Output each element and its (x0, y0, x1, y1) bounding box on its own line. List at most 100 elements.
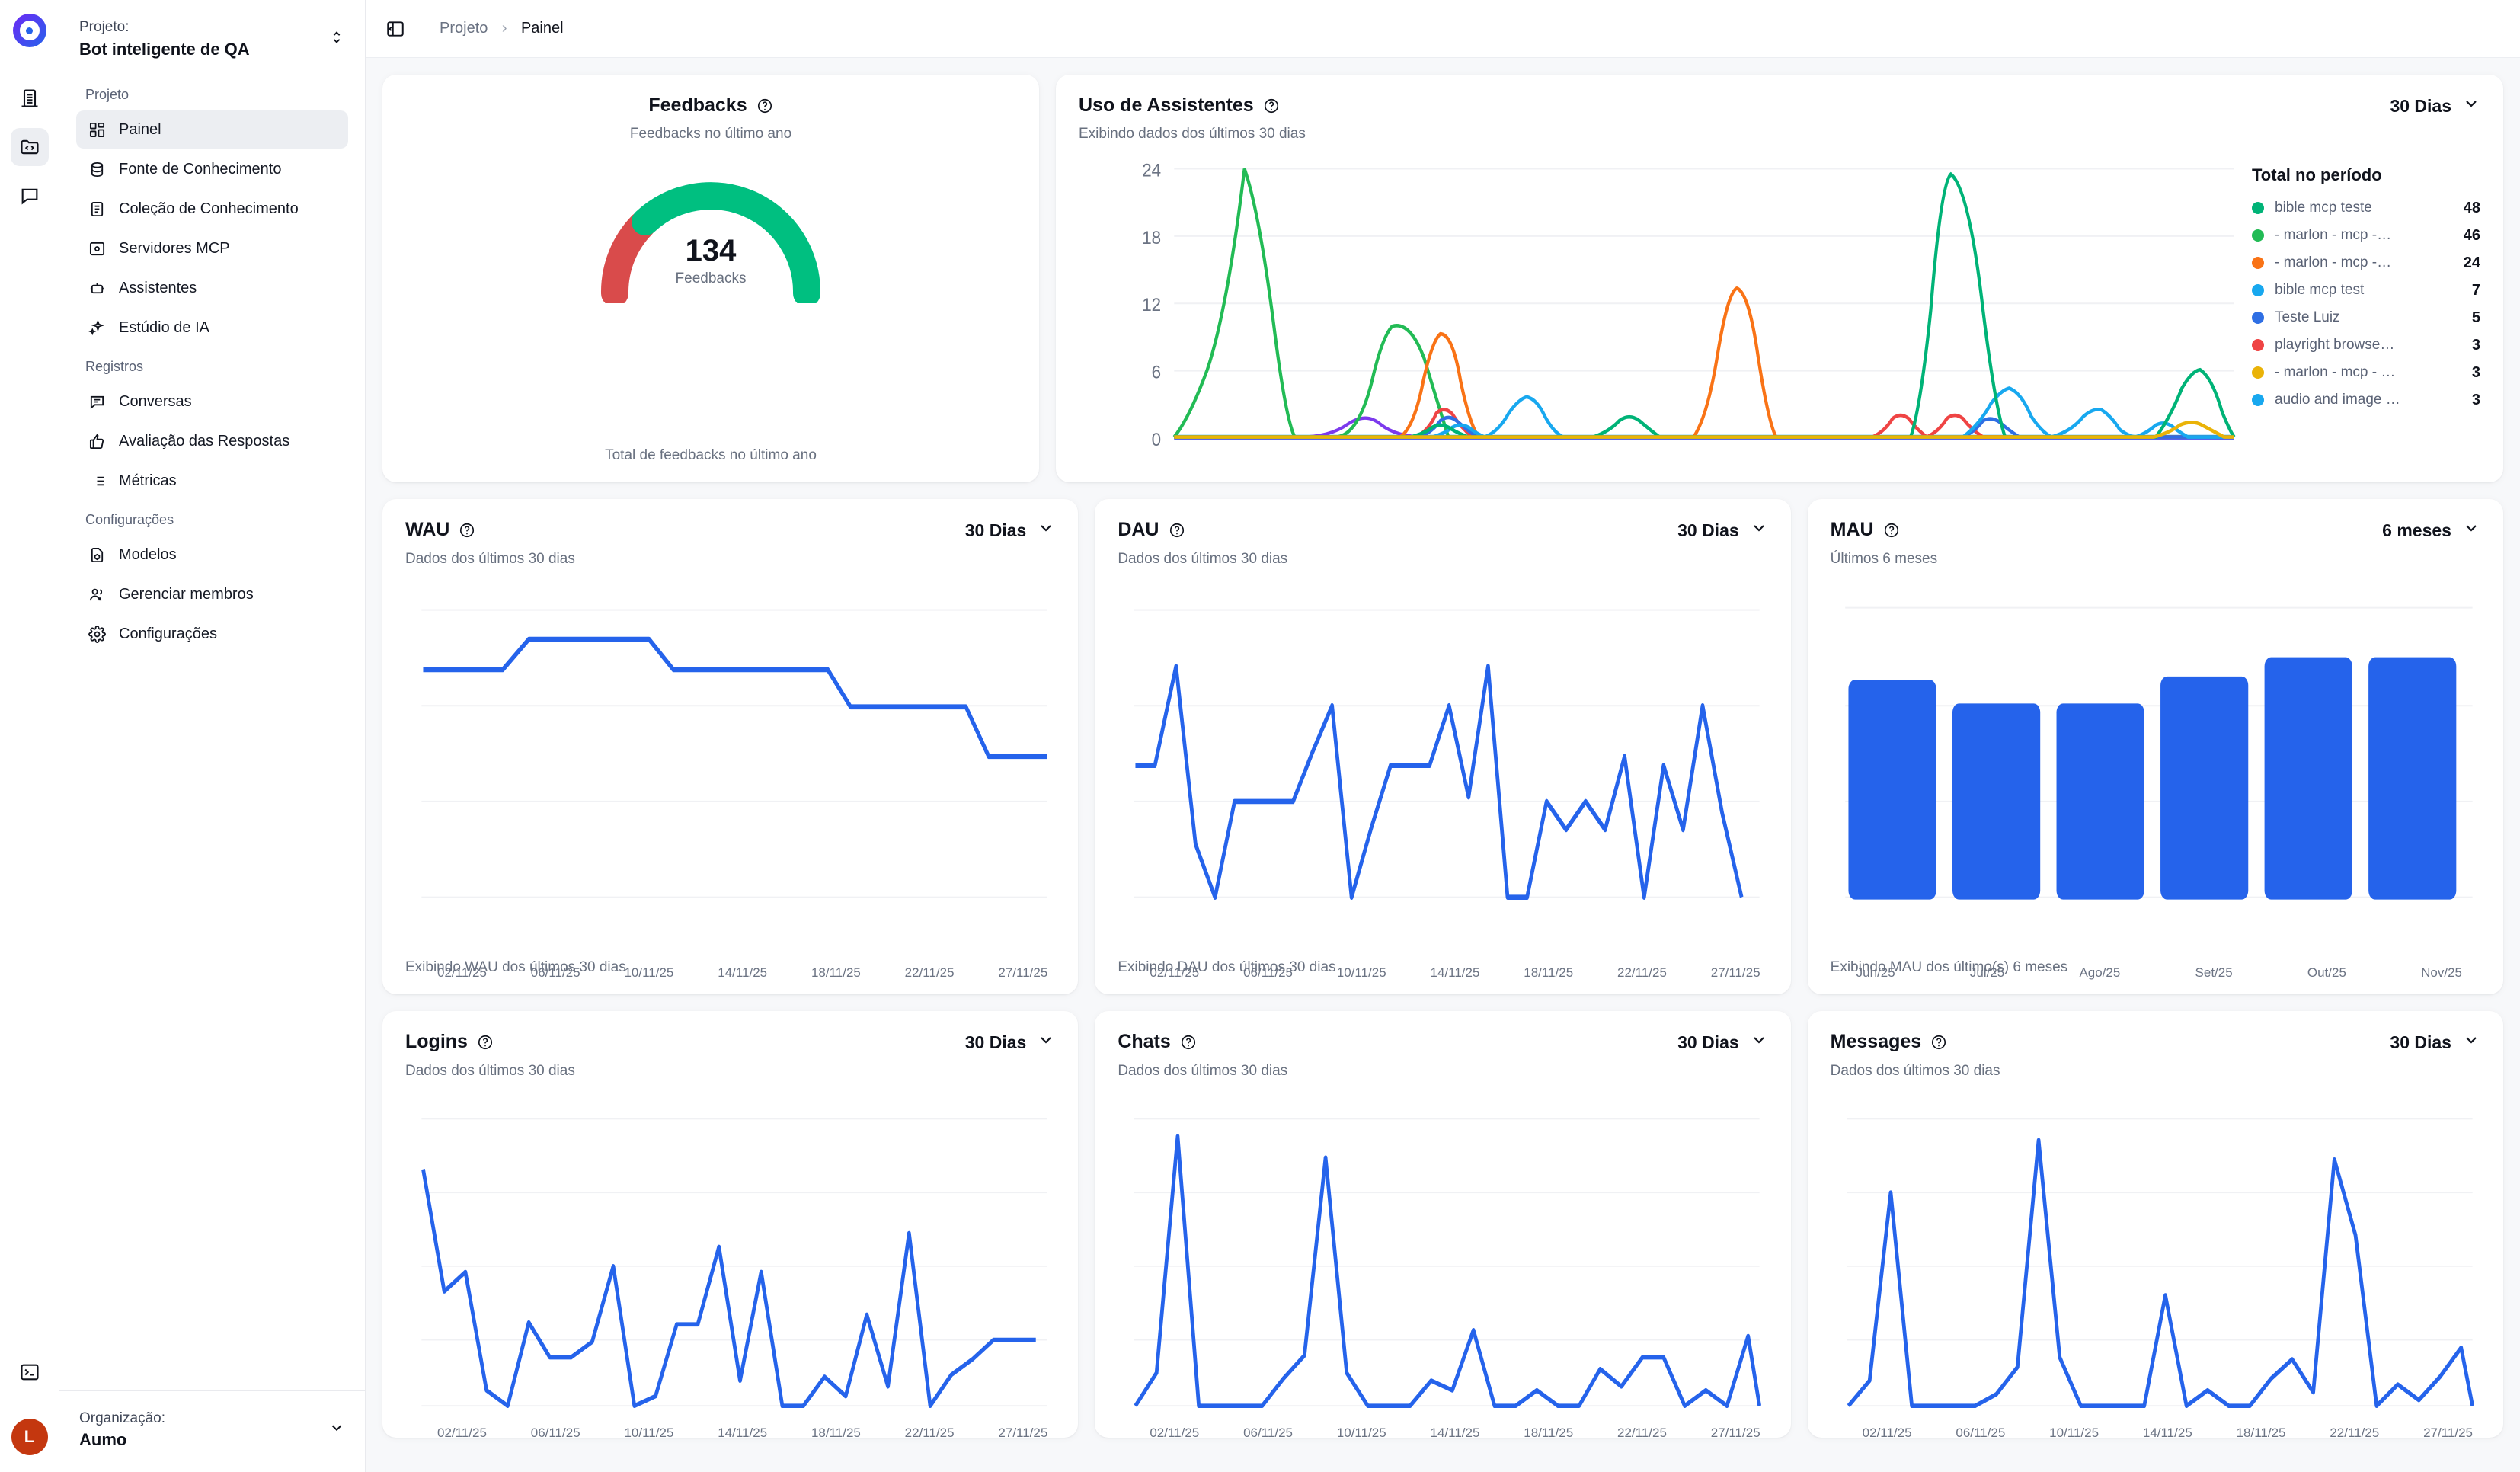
x-tick: Out/25 (2307, 965, 2346, 980)
chevron-down-icon (1037, 519, 1055, 542)
help-circle-icon[interactable] (756, 98, 773, 114)
svg-text:6: 6 (1152, 362, 1161, 382)
card-assistants-title: Uso de Assistentes (1079, 94, 1254, 116)
projects-icon[interactable] (10, 128, 49, 166)
sidebar-item-gerenciar-membros[interactable]: Gerenciar membros (76, 575, 348, 613)
range-selector-messages[interactable]: 30 Dias (2390, 1031, 2480, 1054)
legend-item[interactable]: - marlon - mcp -… 24 (2252, 249, 2480, 277)
legend-item[interactable]: audio and image … 3 (2252, 386, 2480, 414)
legend-value: 24 (2463, 254, 2480, 271)
dashboard-row-1: Feedbacks Feedbacks no último ano (382, 75, 2503, 482)
app-logo-inner (19, 21, 40, 40)
sidebar-nav: Projeto Painel Fonte de Conhe (59, 76, 365, 1390)
legend-value: 3 (2471, 336, 2480, 354)
dashboard-board: Feedbacks Feedbacks no último ano (366, 58, 2520, 1472)
range-selector-assistants[interactable]: 30 Dias (2390, 94, 2480, 117)
x-tick: 10/11/25 (624, 965, 674, 980)
project-switcher[interactable]: Projeto: Bot inteligente de QA (59, 0, 365, 76)
legend-item[interactable]: - marlon - mcp - … 3 (2252, 359, 2480, 386)
card-messages-title: Messages (1830, 1031, 1922, 1052)
sidebar-item-conversas[interactable]: Conversas (76, 382, 348, 421)
x-tick: 27/11/25 (998, 1426, 1048, 1438)
help-circle-icon[interactable] (1930, 1034, 1947, 1051)
legend-label: - marlon - mcp -… (2275, 227, 2392, 243)
x-tick: 06/11/25 (1243, 965, 1293, 980)
range-selector-label: 30 Dias (1677, 520, 1739, 540)
range-selector-label: 30 Dias (1677, 1032, 1739, 1052)
project-switcher-text: Projeto: Bot inteligente de QA (79, 17, 250, 61)
range-selector-label: 30 Dias (2390, 1032, 2451, 1052)
card-chats-title: Chats (1118, 1031, 1171, 1052)
sidebar-item-colecao-de-conhecimento[interactable]: Coleção de Conhecimento (76, 190, 348, 228)
card-messages-title-row: Messages (1831, 1031, 1948, 1053)
card-feedbacks-subtitle: Feedbacks no último ano (629, 126, 792, 142)
legend-item[interactable]: Teste Luiz 5 (2252, 304, 2480, 331)
card-chats-subtitle: Dados dos últimos 30 dias (1118, 1063, 1288, 1079)
terminal-icon[interactable] (11, 1353, 49, 1391)
range-selector-logins[interactable]: 30 Dias (965, 1031, 1056, 1054)
app-logo[interactable] (12, 14, 46, 47)
chat-icon[interactable] (11, 177, 49, 215)
help-circle-icon[interactable] (1169, 522, 1185, 539)
legend-item[interactable]: playright browse… 3 (2252, 331, 2480, 359)
x-tick: 10/11/25 (2049, 1426, 2099, 1438)
help-circle-icon[interactable] (1883, 522, 1900, 539)
chevron-up-down-icon (328, 29, 345, 50)
sidebar-item-metricas[interactable]: Métricas (76, 462, 348, 500)
chevron-down-icon (1750, 1031, 1768, 1054)
x-tick: 22/11/25 (904, 1426, 955, 1438)
help-circle-icon[interactable] (477, 1034, 494, 1051)
range-selector-mau[interactable]: 6 meses (2382, 519, 2480, 542)
chevron-down-icon (2462, 1031, 2480, 1054)
help-circle-icon[interactable] (1180, 1034, 1197, 1051)
sidebar-item-painel[interactable]: Painel (76, 110, 348, 149)
card-logins-subtitle: Dados dos últimos 30 dias (405, 1063, 575, 1079)
range-selector-chats[interactable]: 30 Dias (1677, 1031, 1768, 1054)
card-assistants-body: 24 18 12 6 0 (1079, 147, 2480, 482)
document-icon (87, 199, 107, 219)
legend-label: playright browse… (2275, 337, 2395, 353)
sidebar-item-configuracoes[interactable]: Configurações (76, 615, 348, 653)
icon-rail: L (0, 0, 59, 1472)
legend-item[interactable]: bible mcp test 7 (2252, 277, 2480, 304)
legend-item[interactable]: - marlon - mcp -… 46 (2252, 222, 2480, 249)
sidebar-item-label: Servidores MCP (119, 239, 230, 257)
sidebar-collapse-icon[interactable] (382, 16, 408, 42)
range-selector-dau[interactable]: 30 Dias (1677, 519, 1768, 542)
nav-group-title-configuracoes: Configurações (85, 512, 174, 528)
x-tick: 14/11/25 (718, 965, 768, 980)
organization-icon[interactable] (11, 79, 49, 117)
sidebar-item-label: Painel (119, 120, 161, 138)
card-feedbacks-title-row: Feedbacks (648, 94, 772, 117)
x-tick: 14/11/25 (1430, 965, 1480, 980)
wau-x-axis: 02/11/25 06/11/25 10/11/25 14/11/25 18/1… (405, 959, 1055, 981)
sidebar-item-assistentes[interactable]: Assistentes (76, 269, 348, 307)
organization-switcher[interactable]: Organização: Aumo (59, 1390, 365, 1472)
svg-text:24: 24 (1142, 160, 1161, 181)
card-chats-title-row: Chats (1118, 1031, 1196, 1053)
grid-icon (87, 120, 107, 139)
legend-label: bible mcp teste (2275, 200, 2372, 216)
legend-item[interactable]: bible mcp teste 48 (2252, 194, 2480, 222)
card-feedbacks-footer: Total de feedbacks no último ano (605, 447, 817, 463)
avatar[interactable]: L (11, 1419, 48, 1455)
feedbacks-value-caption: Feedbacks (675, 270, 747, 286)
legend-color-dot (2252, 366, 2264, 379)
sidebar-item-modelos[interactable]: Modelos (76, 536, 348, 574)
range-selector-wau[interactable]: 30 Dias (965, 519, 1056, 542)
help-circle-icon[interactable] (459, 522, 475, 539)
sidebar-item-estudio-de-ia[interactable]: Estúdio de IA (76, 309, 348, 347)
card-wau: WAU 30 Dias (382, 499, 1079, 994)
sidebar-item-servidores-mcp[interactable]: Servidores MCP (76, 229, 348, 267)
legend-label: Teste Luiz (2275, 309, 2340, 325)
card-mau: MAU 6 meses (1807, 499, 2503, 994)
x-tick: 27/11/25 (1710, 1426, 1760, 1438)
help-circle-icon[interactable] (1263, 98, 1280, 114)
sidebar-item-avaliacao-das-respostas[interactable]: Avaliação das Respostas (76, 422, 348, 460)
breadcrumb-root[interactable]: Projeto (440, 20, 488, 37)
nav-group-title-registros: Registros (85, 359, 144, 375)
x-tick: 02/11/25 (437, 1426, 487, 1438)
sidebar-item-fonte-de-conhecimento[interactable]: Fonte de Conhecimento (76, 150, 348, 188)
message-icon (87, 392, 107, 411)
legend-title: Total no período (2252, 165, 2382, 184)
